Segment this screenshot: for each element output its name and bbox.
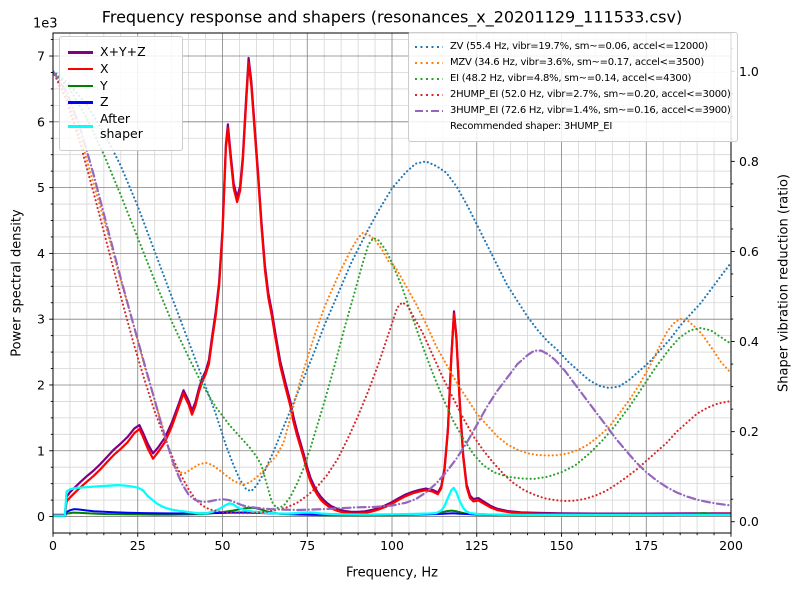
y-right-tick-label: 0.4 bbox=[739, 334, 759, 349]
legend-entry-label: Z bbox=[100, 94, 109, 110]
y-left-tick-label: 5 bbox=[37, 180, 45, 195]
legend-entry-label: After shaper bbox=[100, 111, 143, 141]
legend-line-sample-MZV bbox=[415, 61, 443, 64]
x-tick-label: 0 bbox=[49, 538, 57, 553]
legend-line-sample-ZV bbox=[415, 45, 443, 48]
y-left-tick-label: 2 bbox=[37, 377, 45, 392]
legend-entry: 3HUMP_EI (72.6 Hz, vibr=1.4%, sm~=0.16, … bbox=[415, 104, 731, 119]
series-3HUMP_EI bbox=[53, 70, 731, 512]
legend-entry: Z bbox=[68, 94, 174, 110]
legend-line-sample-X+Y+Z bbox=[68, 51, 93, 54]
series-X bbox=[53, 61, 731, 517]
y-left-tick-label: 6 bbox=[37, 114, 45, 129]
legend-entry-label: 2HUMP_EI (52.0 Hz, vibr=2.7%, sm~=0.20, … bbox=[450, 88, 731, 100]
x-axis-label: Frequency, Hz bbox=[345, 565, 439, 581]
series-ZV bbox=[53, 70, 731, 493]
y-right-tick-label: 0.8 bbox=[739, 154, 759, 169]
legend-entry-label: X+Y+Z bbox=[100, 44, 146, 59]
y-left-tick-label: 7 bbox=[37, 49, 45, 64]
y-right-tick-label: 1.0 bbox=[739, 64, 759, 79]
legend-line-sample-Z bbox=[68, 101, 93, 104]
legend-entry: MZV (34.6 Hz, vibr=3.6%, sm~=0.17, accel… bbox=[415, 56, 731, 71]
legend-entry: After shaper bbox=[68, 111, 174, 142]
y-left-tick-label: 4 bbox=[37, 246, 45, 261]
y-right-tick-label: 0.6 bbox=[739, 244, 759, 259]
legend-left: X+Y+Z X Y Z After shaper bbox=[59, 36, 183, 151]
x-tick-label: 125 bbox=[465, 538, 489, 553]
legend-line-sample-After bbox=[68, 125, 93, 129]
y-axis-offset-text: 1e3 bbox=[33, 16, 58, 32]
legend-entry-label: 3HUMP_EI (72.6 Hz, vibr=1.4%, sm~=0.16, … bbox=[450, 104, 731, 116]
legend-entry-label: MZV (34.6 Hz, vibr=3.6%, sm~=0.17, accel… bbox=[450, 56, 705, 68]
legend-entry: 2HUMP_EI (52.0 Hz, vibr=2.7%, sm~=0.20, … bbox=[415, 88, 731, 103]
y-axis-label-left: Power spectral density bbox=[9, 209, 25, 357]
series-MZV bbox=[53, 70, 731, 486]
x-tick-label: 200 bbox=[719, 538, 743, 553]
x-tick-label: 25 bbox=[130, 538, 146, 553]
legend-line-sample-3HUMP_EI bbox=[415, 109, 443, 112]
legend-line-sample-X bbox=[68, 67, 93, 71]
legend-entry-label: ZV (55.4 Hz, vibr=19.7%, sm~=0.06, accel… bbox=[450, 40, 708, 52]
ticks bbox=[49, 39, 735, 537]
legend-right: ZV (55.4 Hz, vibr=19.7%, sm~=0.06, accel… bbox=[408, 32, 738, 142]
legend-entry: X+Y+Z bbox=[68, 44, 174, 60]
legend-entry: X bbox=[68, 60, 174, 77]
y-left-tick-label: 3 bbox=[37, 312, 45, 327]
x-tick-label: 75 bbox=[299, 538, 315, 553]
series-2HUMP_EI bbox=[53, 70, 731, 515]
x-tick-label: 175 bbox=[634, 538, 658, 553]
y-right-tick-label: 0.2 bbox=[739, 424, 759, 439]
y-left-tick-label: 0 bbox=[37, 509, 45, 524]
legend-line-sample-2HUMP_EI bbox=[415, 93, 443, 96]
legend-entry-label: EI (48.2 Hz, vibr=4.8%, sm~=0.14, accel<… bbox=[450, 72, 692, 84]
y-axis-label-right: Shaper vibration reduction (ratio) bbox=[776, 174, 792, 392]
legend-entry: EI (48.2 Hz, vibr=4.8%, sm~=0.14, accel<… bbox=[415, 72, 731, 87]
legend-entry-label: Y bbox=[100, 77, 108, 93]
series-EI bbox=[53, 70, 731, 510]
legend-entry-label: X bbox=[100, 60, 109, 76]
tick-labels: 0 25 50 75 100 125 150 175 200 0 1 2 3 4 5 6 7 0.0 0.2 0.4 0… bbox=[37, 49, 759, 553]
recommended-shaper-note: Recommended shaper: 3HUMP_EI bbox=[450, 120, 613, 132]
legend-line-sample-EI bbox=[415, 77, 443, 80]
legend-entry: ZV (55.4 Hz, vibr=19.7%, sm~=0.06, accel… bbox=[415, 40, 731, 55]
x-tick-label: 100 bbox=[380, 538, 404, 553]
legend-entry: Y bbox=[68, 77, 174, 94]
x-tick-label: 150 bbox=[550, 538, 574, 553]
legend-line-sample-Y bbox=[68, 84, 93, 88]
y-left-tick-label: 1 bbox=[37, 443, 45, 458]
y-right-tick-label: 0.0 bbox=[739, 514, 759, 529]
chart-title: Frequency response and shapers (resonanc… bbox=[101, 7, 683, 27]
x-tick-label: 50 bbox=[215, 538, 231, 553]
series-group bbox=[53, 56, 731, 517]
